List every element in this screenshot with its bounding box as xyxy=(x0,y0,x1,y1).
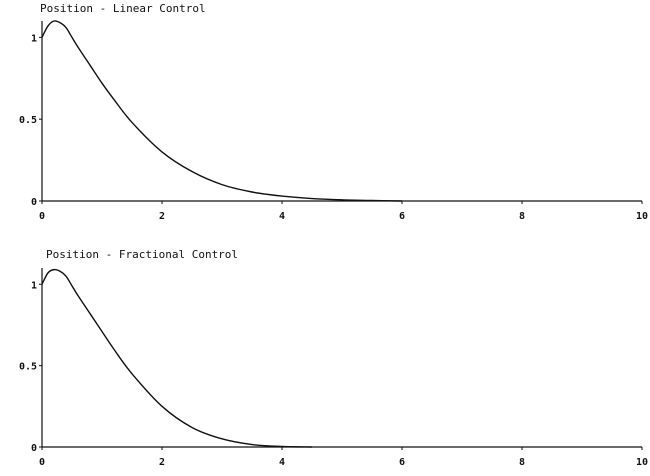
x-tick-label: 6 xyxy=(399,457,405,468)
y-tick-label: 0 xyxy=(31,197,37,208)
x-tick-label: 2 xyxy=(159,211,165,222)
chart-panel-fractional-control: Position - Fractional Control 0 2 4 6 8 10 0 0.… xyxy=(19,248,648,468)
x-tick-label: 4 xyxy=(279,211,285,222)
series-line xyxy=(41,20,403,202)
chart-panel-linear-control: Position - Linear Control 0 2 4 6 8 10 0 0.5 1 xyxy=(19,2,648,222)
x-tick-label: 2 xyxy=(159,457,165,468)
y-tick-label: 0.5 xyxy=(19,115,37,126)
x-tick-label: 8 xyxy=(519,211,525,222)
y-tick-label: 1 xyxy=(31,33,37,44)
y-tick-label: 1 xyxy=(31,280,37,291)
series-line xyxy=(41,268,313,448)
x-tick-label: 6 xyxy=(399,211,405,222)
y-tick-label: 0 xyxy=(31,443,37,454)
x-tick-label: 10 xyxy=(636,211,648,222)
y-tick-label: 0.5 xyxy=(19,362,37,373)
x-tick-label: 0 xyxy=(39,211,45,222)
x-tick-label: 10 xyxy=(636,457,648,468)
x-tick-label: 0 xyxy=(39,457,45,468)
chart-title: Position - Fractional Control xyxy=(46,248,238,261)
x-tick-label: 4 xyxy=(279,457,285,468)
chart-title: Position - Linear Control xyxy=(40,2,206,15)
x-tick-label: 8 xyxy=(519,457,525,468)
